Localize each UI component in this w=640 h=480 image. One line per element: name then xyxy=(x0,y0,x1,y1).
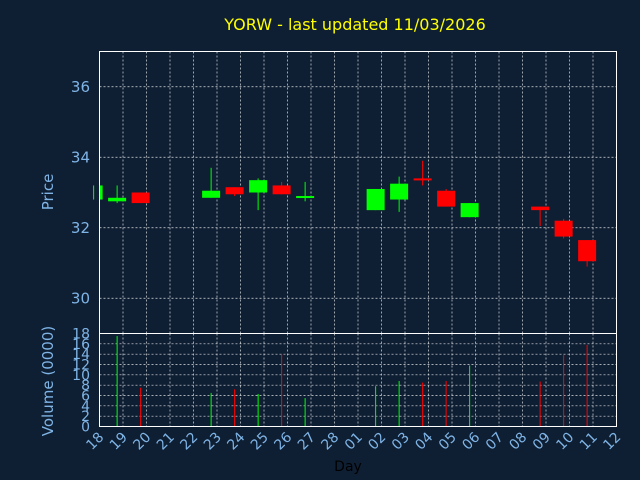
candle-body xyxy=(413,178,432,181)
candle-body xyxy=(249,180,268,193)
volume-tick-label: 18 xyxy=(72,327,90,343)
candle-body xyxy=(272,185,291,195)
candle-body xyxy=(366,188,385,211)
volume-tick-label: 2 xyxy=(81,409,90,425)
volume-tick-label: 10 xyxy=(72,368,90,384)
chart-title: YORW - last updated 11/03/2026 xyxy=(223,15,486,34)
price-y-ticks: 30 32 34 36 xyxy=(71,78,90,308)
candle-body xyxy=(578,240,597,262)
x-day-label: 22 xyxy=(177,430,201,454)
price-tick-label: 30 xyxy=(71,289,90,307)
x-day-label: 23 xyxy=(201,430,225,454)
candles xyxy=(93,160,597,267)
volume-tick-label: 0 xyxy=(81,420,90,436)
candle-body xyxy=(131,192,150,204)
price-axis-label: Price xyxy=(39,174,57,211)
volume-tick-label: 12 xyxy=(72,358,90,374)
x-day-label: 05 xyxy=(436,430,460,454)
x-day-label: 10 xyxy=(553,430,577,454)
volume-grid xyxy=(99,333,617,427)
candle-body xyxy=(460,203,479,218)
x-day-label: 03 xyxy=(389,430,413,454)
x-day-label: 08 xyxy=(506,430,530,454)
price-grid xyxy=(99,51,617,334)
x-day-label: 26 xyxy=(271,429,295,453)
volume-tick-label: 16 xyxy=(72,337,90,353)
x-day-label: 25 xyxy=(248,430,272,454)
x-day-label: 06 xyxy=(459,429,483,453)
x-day-label: 19 xyxy=(107,430,131,454)
candle-body xyxy=(531,206,550,211)
volume-bars xyxy=(116,336,588,427)
price-panel: 30 32 34 36 Price xyxy=(39,51,617,334)
volume-axis-label: Volume (0000) xyxy=(39,326,57,436)
x-day-label: 21 xyxy=(154,430,178,454)
x-day-label: 28 xyxy=(318,430,342,454)
volume-tick-label: 6 xyxy=(81,389,90,405)
x-day-label: 27 xyxy=(295,430,319,454)
volume-tick-label: 8 xyxy=(81,378,90,394)
candle-body xyxy=(437,190,456,207)
x-day-label: 04 xyxy=(412,429,436,453)
volume-frame xyxy=(99,333,617,427)
price-tick-label: 32 xyxy=(71,219,90,237)
x-day-label: 02 xyxy=(365,430,389,454)
candle-body xyxy=(554,220,573,237)
volume-tick-label: 14 xyxy=(72,347,90,363)
x-day-label: 24 xyxy=(224,429,248,453)
x-axis-label: Day xyxy=(334,459,362,475)
price-tick-label: 34 xyxy=(71,148,90,166)
x-day-label: 01 xyxy=(342,430,366,454)
x-day-label: 07 xyxy=(483,430,507,454)
x-day-labels: 18 19 20 21 22 23 24 25 26 27 28 01 02 03 04 05 06 07 08 09… xyxy=(83,429,624,453)
candle-body xyxy=(202,190,221,198)
x-day-label: 20 xyxy=(130,430,154,454)
candle-body xyxy=(225,187,244,195)
price-tick-label: 36 xyxy=(71,78,90,96)
x-day-label: 09 xyxy=(530,430,554,454)
candle-body xyxy=(296,196,315,199)
x-day-label: 11 xyxy=(577,430,601,454)
candle-body xyxy=(99,185,103,200)
x-day-label: 12 xyxy=(600,430,624,454)
candle-body xyxy=(108,197,127,202)
volume-tick-label: 4 xyxy=(81,399,90,415)
candle-body xyxy=(390,183,409,200)
